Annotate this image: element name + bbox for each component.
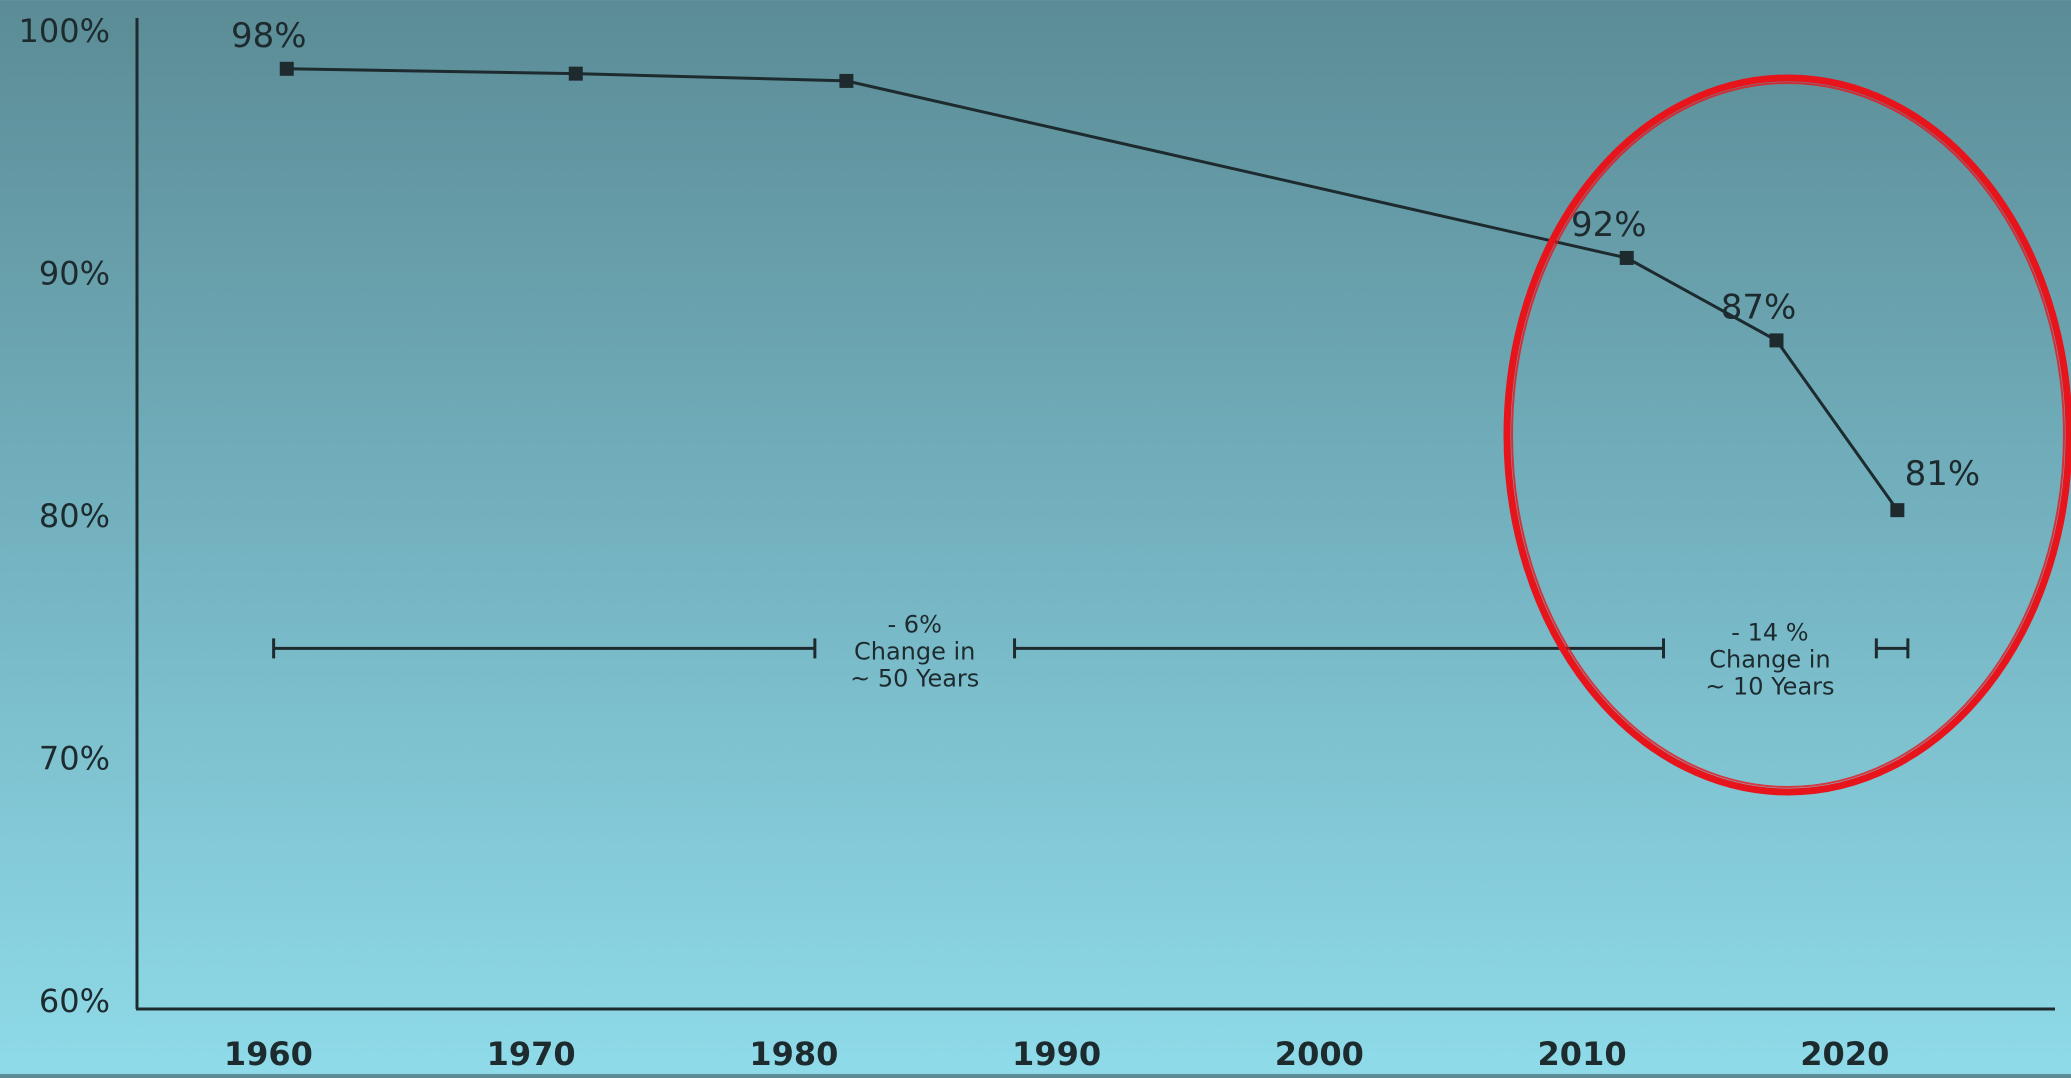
data-point	[568, 66, 583, 81]
x-tick-label: 1960	[224, 1035, 313, 1073]
series-line	[286, 67, 1899, 512]
point-label: 98%	[231, 16, 307, 56]
data-point	[1890, 503, 1905, 518]
data-point	[839, 73, 854, 88]
data-point	[279, 61, 294, 76]
y-tick-label: 90%	[39, 255, 110, 293]
highlight	[1503, 74, 2071, 796]
x-tick-label: 1970	[487, 1035, 576, 1073]
x-tick-label: 2000	[1275, 1035, 1364, 1073]
annotation-text-line: - 14 %	[1731, 618, 1808, 646]
y-tick-label: 60%	[39, 982, 110, 1020]
x-tick-label: 2010	[1538, 1035, 1627, 1073]
y-tick-label: 100%	[19, 12, 110, 50]
point-label: 92%	[1571, 205, 1647, 245]
annotation-text-line: Change in	[854, 637, 975, 665]
annotation-text-line: - 6%	[888, 610, 942, 638]
annotation-text-line: Change in	[1709, 645, 1830, 673]
y-tick-label: 80%	[39, 497, 110, 535]
axes: 60% 70% 80% 90% 100% 1960 1970 1980 1990 2000 2010…	[19, 12, 2055, 1073]
point-label: 87%	[1721, 287, 1797, 327]
annotations: - 6%Change in~ 50 Years- 14 %Change in~ …	[272, 610, 1910, 700]
x-tick-label: 2020	[1800, 1035, 1889, 1073]
highlight-ellipse-inner	[1511, 82, 2065, 788]
x-tick-label: 1990	[1012, 1035, 1101, 1073]
point-label: 81%	[1905, 454, 1981, 494]
annotation-text-line: ~ 10 Years	[1705, 672, 1834, 700]
y-tick-label: 70%	[39, 740, 110, 778]
annotation-text-line: ~ 50 Years	[850, 664, 979, 692]
point-labels: 98% 92% 87% 81%	[231, 16, 1980, 494]
highlight-ellipse	[1503, 74, 2071, 796]
data-point	[1769, 333, 1784, 348]
series-layer	[279, 61, 1905, 518]
x-tick-label: 1980	[749, 1035, 838, 1073]
data-point	[1619, 250, 1634, 265]
